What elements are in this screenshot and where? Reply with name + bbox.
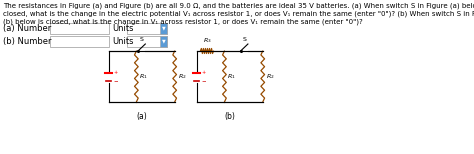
Text: S: S <box>140 37 144 42</box>
Text: ▼: ▼ <box>162 26 165 30</box>
Text: S: S <box>242 37 246 42</box>
FancyBboxPatch shape <box>50 36 109 47</box>
Text: $R_3$: $R_3$ <box>202 36 211 45</box>
Text: $R_1$: $R_1$ <box>228 72 236 81</box>
FancyBboxPatch shape <box>127 36 167 47</box>
Text: Units: Units <box>112 36 134 45</box>
Text: (b): (b) <box>224 112 235 121</box>
FancyBboxPatch shape <box>50 22 109 34</box>
Text: (b) Number: (b) Number <box>3 36 52 45</box>
Text: −: − <box>113 78 118 83</box>
Text: −: − <box>201 78 206 83</box>
Text: Units: Units <box>112 24 134 32</box>
Text: +: + <box>113 70 117 75</box>
Text: $R_1$: $R_1$ <box>139 72 148 81</box>
Text: +: + <box>201 70 205 75</box>
Text: The resistances in Figure (a) and Figure (b) are all 9.0 Ω, and the batteries ar: The resistances in Figure (a) and Figure… <box>3 2 474 25</box>
FancyBboxPatch shape <box>160 22 167 34</box>
FancyBboxPatch shape <box>127 22 167 34</box>
Text: ▼: ▼ <box>162 38 165 43</box>
Text: (a): (a) <box>136 112 147 121</box>
Text: (a) Number: (a) Number <box>3 24 51 32</box>
Text: $R_2$: $R_2$ <box>265 72 274 81</box>
Text: $R_2$: $R_2$ <box>178 72 186 81</box>
FancyBboxPatch shape <box>160 36 167 47</box>
